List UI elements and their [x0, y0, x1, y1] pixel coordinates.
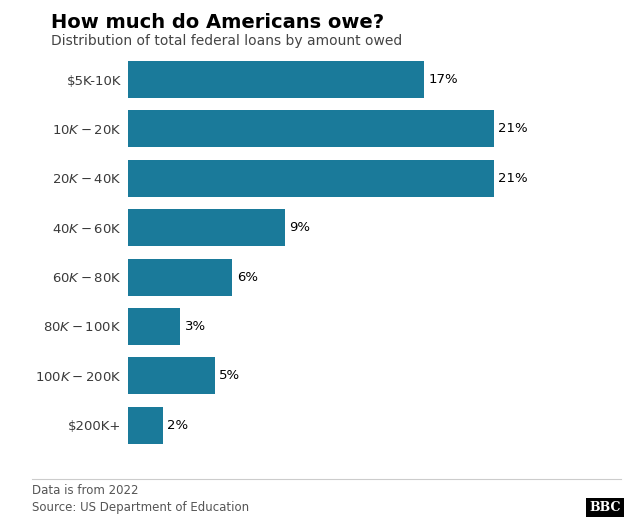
Bar	[128, 110, 493, 147]
Text: 2%: 2%	[167, 418, 188, 431]
Bar	[128, 61, 424, 98]
Text: Data is from 2022: Data is from 2022	[32, 484, 138, 497]
Text: How much do Americans owe?: How much do Americans owe?	[51, 13, 385, 32]
Text: BBC: BBC	[589, 501, 621, 514]
Text: 9%: 9%	[289, 221, 310, 234]
Text: 5%: 5%	[220, 369, 241, 382]
Text: 17%: 17%	[428, 73, 458, 86]
Text: Source: US Department of Education: Source: US Department of Education	[32, 501, 249, 514]
Text: 3%: 3%	[184, 320, 205, 333]
Text: 21%: 21%	[498, 172, 527, 185]
Text: 21%: 21%	[498, 122, 527, 135]
Bar	[128, 308, 180, 345]
Bar	[128, 258, 232, 295]
Bar	[128, 357, 215, 394]
Bar	[128, 209, 285, 246]
Bar	[128, 160, 493, 197]
Text: 6%: 6%	[237, 270, 258, 283]
Text: Distribution of total federal loans by amount owed: Distribution of total federal loans by a…	[51, 34, 403, 48]
Bar	[128, 406, 163, 444]
